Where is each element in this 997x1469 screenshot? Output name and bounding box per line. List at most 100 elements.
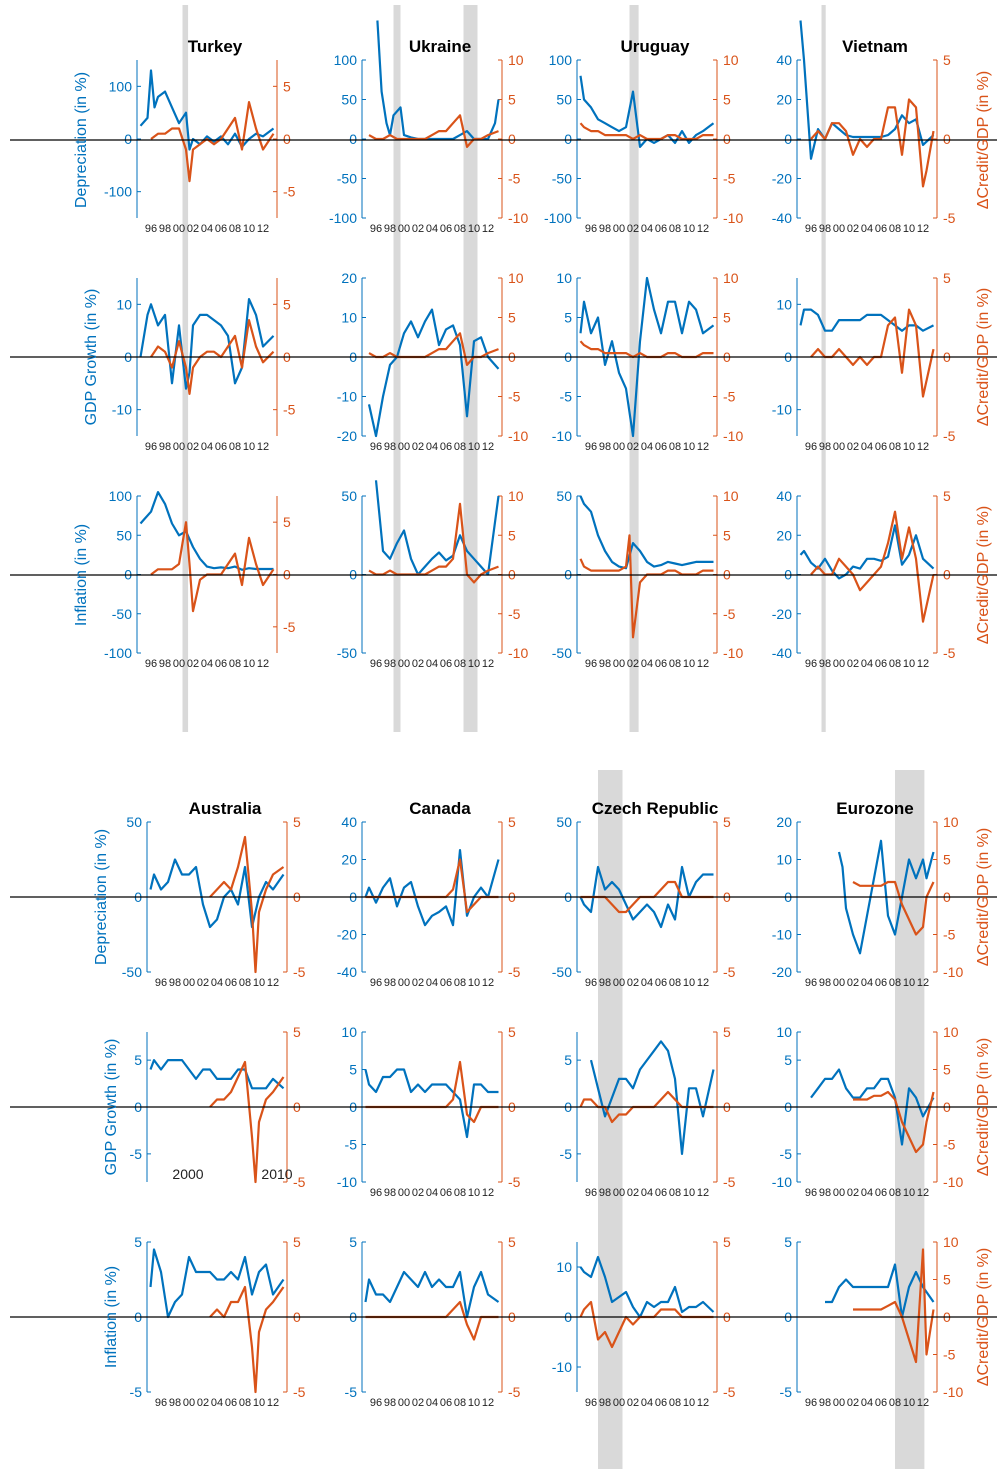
x-tick-label: 02: [187, 658, 199, 670]
y-tick-label: 5: [564, 1052, 572, 1068]
chart-title-czech-republic: Czech Republic: [592, 799, 719, 818]
y-tick-label: -5: [780, 1146, 793, 1162]
x-tick-label: 96: [585, 1187, 597, 1199]
x-tick-label: 08: [454, 441, 466, 453]
x-tick-label: 02: [847, 1397, 859, 1409]
series-blue-australia-0: [149, 858, 285, 929]
x-tick-label: 10: [903, 223, 915, 235]
x-tick-label: 96: [370, 977, 382, 989]
y2-tick-label: -5: [508, 171, 521, 187]
x-tick-label: 10: [253, 977, 265, 989]
x-tick-label: 00: [173, 441, 185, 453]
y-tick-label: 20: [776, 92, 792, 108]
x-tick-label: 12: [697, 441, 709, 453]
x-tick-label: 04: [201, 658, 213, 670]
y2-tick-label: -5: [943, 428, 956, 444]
x-tick-label: 04: [641, 223, 653, 235]
chart-title-eurozone: Eurozone: [836, 799, 913, 818]
y-tick-label: -20: [772, 171, 792, 187]
x-tick-label: 02: [627, 223, 639, 235]
x-tick-label: 10: [903, 658, 915, 670]
y2-tick-label: 10: [508, 270, 524, 286]
x-tick-label: 00: [173, 658, 185, 670]
x-tick-label: 12: [697, 1397, 709, 1409]
x-tick-label: 98: [819, 1397, 831, 1409]
x-tick-label: 04: [861, 1397, 873, 1409]
y-tick-label: 40: [341, 814, 357, 830]
x-tick-label: 00: [398, 223, 410, 235]
x-tick-label: 06: [655, 441, 667, 453]
y-tick-label: -10: [552, 428, 572, 444]
chart-title-turkey: Turkey: [188, 37, 243, 56]
series-blue-vietnam-0: [799, 20, 935, 160]
x-tick-label: 06: [655, 658, 667, 670]
y2-tick-label: -5: [293, 964, 306, 980]
x-tick-label: 00: [613, 1187, 625, 1199]
x-tick-label: 12: [257, 441, 269, 453]
x-tick-label: 08: [229, 441, 241, 453]
x-tick-label: 10: [468, 223, 480, 235]
x-tick-label: 06: [875, 1397, 887, 1409]
x-tick-label: 02: [187, 223, 199, 235]
y2-tick-label: -5: [723, 389, 736, 405]
x-tick-label: 10: [903, 1397, 915, 1409]
x-tick-label: 08: [889, 1397, 901, 1409]
x-tick-label: 06: [440, 658, 452, 670]
y2-tick-label: 5: [283, 78, 291, 94]
y2-tick-label: -10: [943, 1174, 963, 1190]
y-tick-label: -40: [772, 210, 792, 226]
x-tick-label: 04: [426, 977, 438, 989]
series-orange-turkey-0: [150, 100, 275, 183]
x-tick-label: 12: [697, 658, 709, 670]
x-tick-label: 06: [215, 223, 227, 235]
x-tick-label: 98: [159, 658, 171, 670]
y-tick-label: -10: [337, 389, 357, 405]
x-tick-label: 00: [613, 658, 625, 670]
x-tick-label: 02: [627, 441, 639, 453]
x-tick-label: 00: [833, 977, 845, 989]
y2-tick-label: 10: [943, 814, 959, 830]
x-tick-label: 06: [440, 1397, 452, 1409]
y2-tick-label: 5: [283, 514, 291, 530]
x-tick-label: 00: [398, 441, 410, 453]
subplot-australia-1: 50-550-5: [130, 1024, 306, 1190]
y-tick-label: -5: [130, 1384, 143, 1400]
y2-tick-label: 0: [508, 131, 516, 147]
y-tick-label: 0: [124, 131, 132, 147]
x-tick-label: 08: [889, 441, 901, 453]
x-tick-label: 10: [243, 658, 255, 670]
x-tick-label: 04: [201, 441, 213, 453]
y-tick-label: -100: [104, 645, 132, 661]
x-tick-label: 08: [229, 658, 241, 670]
series-blue-ukraine-1: [367, 308, 500, 438]
x-tick-label: 10: [683, 441, 695, 453]
y-tick-label: 10: [776, 296, 792, 312]
x-tick-label: 04: [641, 441, 653, 453]
x-tick-label: 12: [697, 223, 709, 235]
x-tick-label: 98: [599, 977, 611, 989]
x-tick-label: 04: [861, 223, 873, 235]
y-tick-label: -10: [552, 1359, 572, 1375]
y2-tick-label: 5: [508, 1024, 516, 1040]
x-tick-label: 00: [833, 223, 845, 235]
y-tick-label: -10: [772, 402, 792, 418]
x-tick-label: 04: [211, 1397, 223, 1409]
series-orange-vietnam-0: [810, 98, 935, 188]
x-tick-label: 04: [211, 977, 223, 989]
x-tick-label: 96: [805, 223, 817, 235]
x-tick-label: 96: [805, 1397, 817, 1409]
y-tick-label: -10: [112, 402, 132, 418]
series-blue-eurozone-0: [837, 839, 935, 955]
x-tick-label: 06: [440, 223, 452, 235]
series-blue-ukraine-2: [374, 480, 500, 576]
x-tick-label: 02: [412, 1397, 424, 1409]
x-tick-label: 08: [454, 1187, 466, 1199]
x-tick-label: 10: [903, 1187, 915, 1199]
y2-tick-label: 5: [723, 1234, 731, 1250]
chart-title-uruguay: Uruguay: [621, 37, 691, 56]
